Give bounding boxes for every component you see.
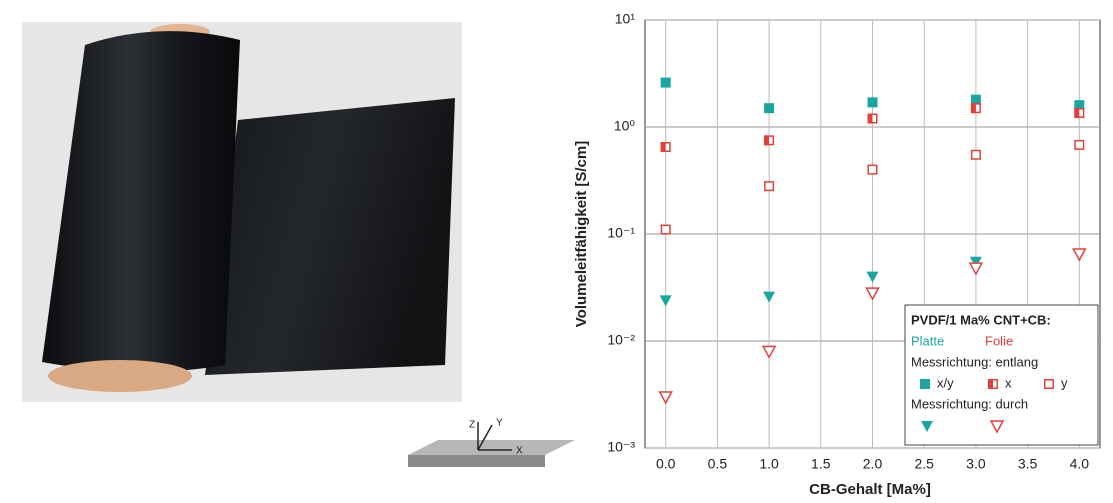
- legend-group: Folie: [985, 333, 1013, 348]
- x-tick-label: 3.5: [1018, 456, 1038, 472]
- y-tick-label: 10¹: [615, 11, 636, 27]
- legend-label: x: [1005, 375, 1012, 390]
- marker-shape: [920, 379, 930, 389]
- data-point: [867, 164, 878, 175]
- x-tick-label: 4.0: [1070, 456, 1090, 472]
- marker-shape: [764, 135, 770, 146]
- legend-marker: [921, 421, 933, 432]
- plate-side: [408, 455, 545, 467]
- x-tick-label: 0.0: [656, 456, 676, 472]
- marker-shape: [764, 181, 775, 192]
- data-point: [1074, 100, 1085, 111]
- marker-shape: [867, 164, 878, 175]
- marker-shape: [970, 103, 976, 114]
- x-tick-label: 1.5: [811, 456, 831, 472]
- marker-shape: [865, 287, 880, 301]
- marker-shape: [970, 149, 981, 160]
- core-bottom: [48, 360, 192, 392]
- data-point: [659, 295, 672, 307]
- data-point: [866, 271, 879, 283]
- marker-shape: [1074, 108, 1080, 119]
- legend-group: Platte: [911, 333, 944, 348]
- axis-icon-label: Y: [496, 418, 503, 429]
- marker-shape: [660, 142, 666, 153]
- axis-icon: Z Y X: [408, 418, 575, 467]
- data-point: [867, 97, 878, 108]
- film-sheet: [205, 98, 455, 375]
- y-axis-label: Volumeleitfähigkeit [S/cm]: [573, 141, 590, 327]
- legend-header: Messrichtung: entlang: [911, 354, 1038, 369]
- marker-shape: [866, 271, 879, 283]
- legend-marker: [920, 379, 930, 389]
- axis-icon-label: Z: [469, 420, 475, 431]
- data-point: [660, 77, 671, 88]
- data-point: [970, 103, 981, 114]
- data-point: [865, 287, 880, 301]
- marker-shape: [1044, 379, 1054, 389]
- marker-shape: [658, 391, 673, 405]
- data-point: [658, 391, 673, 405]
- data-point: [764, 103, 775, 114]
- data-point: [970, 149, 981, 160]
- data-point: [763, 291, 776, 303]
- marker-shape: [989, 420, 1005, 434]
- axis-icon-label: X: [516, 446, 523, 457]
- x-tick-label: 0.5: [708, 456, 728, 472]
- y-tick-label: 10⁻¹: [607, 225, 635, 241]
- marker-shape: [867, 97, 878, 108]
- legend-label: x/y: [937, 375, 954, 390]
- x-axis-label: CB-Gehalt [Ma%]: [809, 481, 931, 498]
- legend-title: PVDF/1 Ma% CNT+CB:: [911, 312, 1051, 327]
- data-point: [1074, 139, 1085, 150]
- marker-shape: [763, 291, 776, 303]
- y-tick-label: 10⁻³: [607, 439, 635, 455]
- marker-shape: [660, 224, 671, 235]
- marker-shape: [1074, 100, 1085, 111]
- data-point: [761, 345, 777, 359]
- legend-header: Messrichtung: durch: [911, 396, 1028, 411]
- marker-shape: [988, 379, 993, 389]
- photo: [22, 22, 462, 402]
- x-tick-label: 1.0: [759, 456, 779, 472]
- data-point: [660, 142, 671, 153]
- legend-marker: [988, 379, 998, 389]
- legend-marker: [989, 420, 1005, 434]
- data-point: [764, 181, 775, 192]
- marker-shape: [659, 295, 672, 307]
- marker-shape: [970, 94, 981, 105]
- legend-marker: [1044, 379, 1054, 389]
- marker-shape: [969, 256, 982, 268]
- marker-shape: [764, 103, 775, 114]
- marker-shape: [1074, 139, 1085, 150]
- data-point: [867, 113, 878, 124]
- x-tick-label: 3.0: [966, 456, 986, 472]
- data-point: [1072, 248, 1087, 262]
- marker-shape: [968, 262, 984, 276]
- data-point: [1074, 108, 1085, 119]
- marker-shape: [921, 421, 933, 432]
- data-point: [660, 224, 671, 235]
- data-point: [970, 94, 981, 105]
- y-tick-label: 10⁻²: [607, 332, 635, 348]
- legend-label: y: [1061, 375, 1068, 390]
- data-point: [764, 135, 775, 146]
- film-roll: [42, 31, 240, 372]
- data-point: [969, 256, 982, 268]
- axis-arrow: [477, 424, 493, 451]
- marker-shape: [761, 345, 777, 359]
- marker-shape: [867, 113, 873, 124]
- marker-shape: [660, 77, 671, 88]
- x-tick-label: 2.5: [914, 456, 934, 472]
- plate-top: [408, 440, 575, 455]
- marker-shape: [1072, 248, 1087, 262]
- data-point: [968, 262, 984, 276]
- x-tick-label: 2.0: [863, 456, 883, 472]
- y-tick-label: 10⁰: [614, 118, 636, 134]
